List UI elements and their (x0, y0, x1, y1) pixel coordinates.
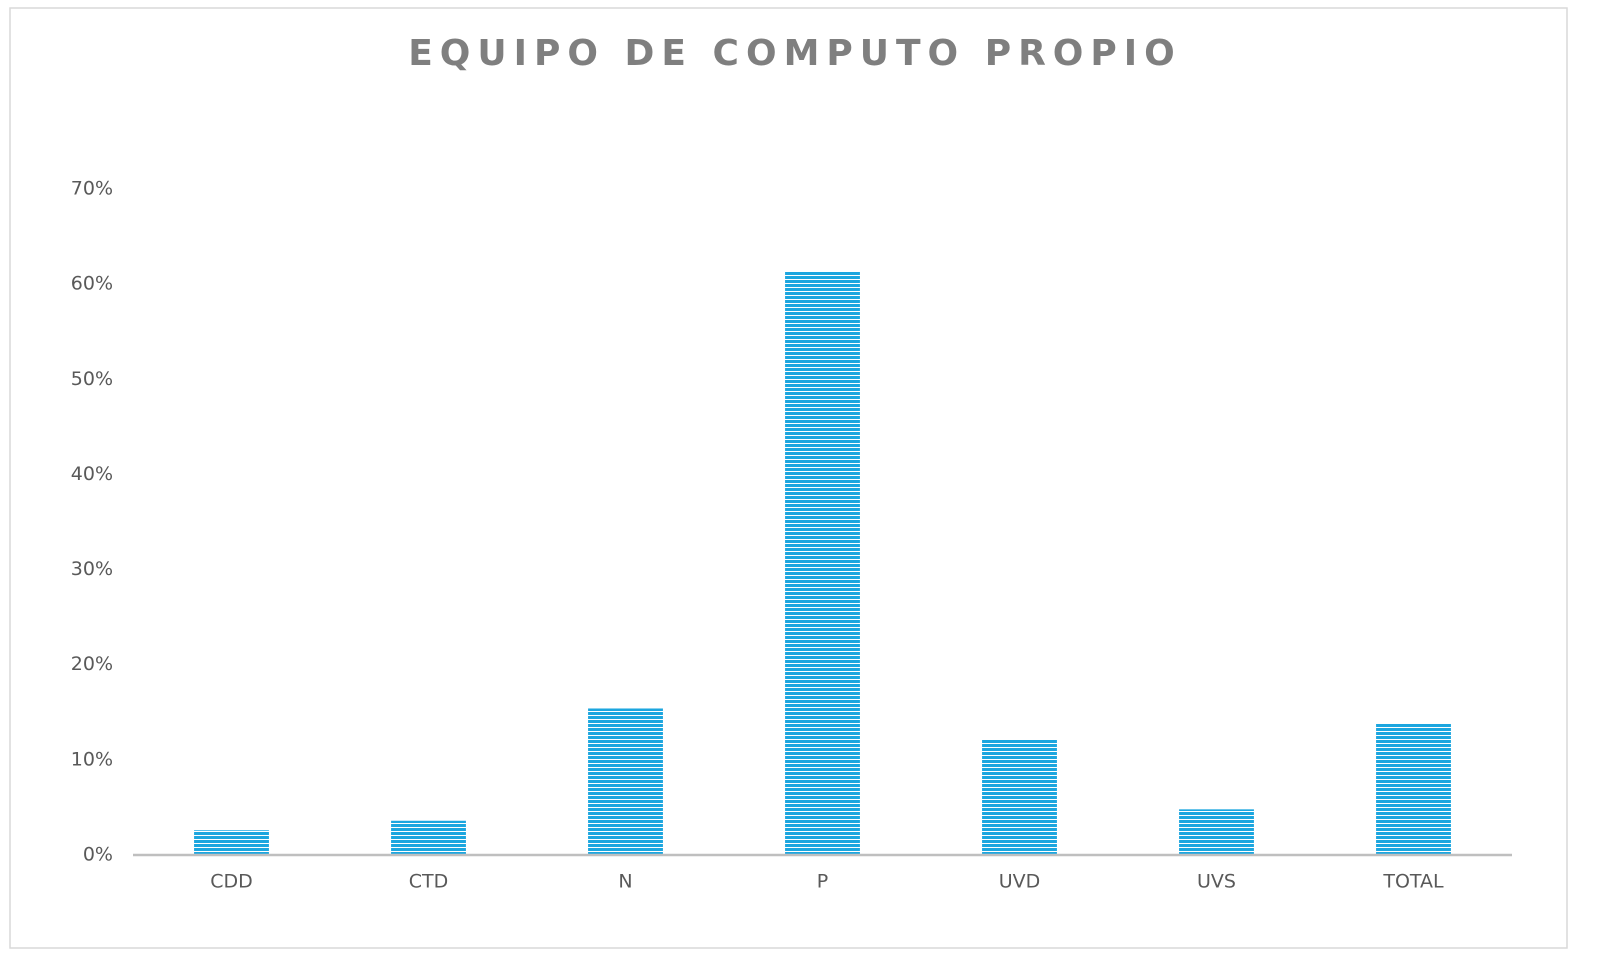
x-tick-label: P (817, 871, 828, 893)
x-tick-label: TOTAL (1382, 871, 1444, 893)
y-tick-label: 20% (71, 653, 113, 675)
y-tick-label: 0% (83, 844, 113, 866)
x-tick-label: UVS (1197, 871, 1236, 893)
y-tick-label: 60% (71, 273, 113, 295)
bar (1376, 723, 1451, 855)
bar (194, 830, 269, 855)
chart-title: EQUIPO DE COMPUTO PROPIO (408, 33, 1182, 74)
x-tick-label: N (618, 871, 632, 893)
y-tick-label: 10% (71, 748, 113, 770)
x-tick-label: CDD (210, 871, 253, 893)
x-tick-label: CTD (409, 871, 449, 893)
y-tick-label: 50% (71, 368, 113, 390)
y-tick-label: 40% (71, 463, 113, 485)
bar (785, 271, 860, 855)
bar (982, 739, 1057, 855)
y-tick-label: 30% (71, 558, 113, 580)
bar (588, 708, 663, 855)
bar (1179, 809, 1254, 855)
y-tick-label: 70% (71, 178, 113, 200)
x-tick-label: UVD (999, 871, 1041, 893)
bar (391, 820, 466, 855)
